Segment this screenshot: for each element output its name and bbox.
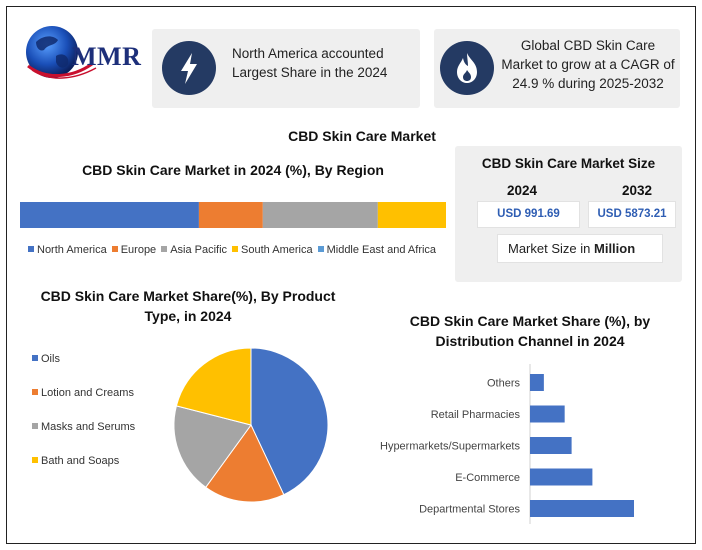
region-legend-item: Europe: [111, 244, 157, 256]
distribution-bar-chart: Others Retail Pharmacies Hypermarkets/Supe…: [380, 364, 634, 524]
distribution-bar-others: [530, 374, 544, 391]
region-legend-label: South America: [241, 244, 313, 256]
legend-swatch: [28, 246, 34, 252]
distribution-tick-label: E-Commerce: [455, 472, 520, 484]
mmr-logo: MMR: [22, 22, 152, 92]
legend-swatch: [232, 246, 239, 252]
card-cagr-text: Global CBD Skin Care Market to grow at a…: [501, 38, 675, 91]
distribution-tick-label: Hypermarkets/Supermarkets: [380, 441, 520, 453]
pie-slice-masks-and-serums: [173, 405, 252, 488]
region-chart-title: CBD Skin Care Market in 2024 (%), By Reg…: [82, 162, 384, 178]
region-legend-label: North America: [37, 244, 107, 256]
legend-swatch: [317, 246, 324, 252]
product-legend-item: Bath and Soaps: [32, 455, 119, 467]
legend-swatch: [32, 355, 38, 361]
year-2032-label: 2032: [622, 183, 653, 198]
distribution-tick-label: Departmental Stores: [419, 504, 520, 516]
market-value-2032: USD 5873.21: [588, 201, 676, 228]
logo-text: MMR: [72, 42, 142, 71]
region-stacked-bar: [20, 202, 446, 228]
product-legend-label: Masks and Serums: [41, 421, 136, 433]
flame-icon: [440, 41, 494, 95]
region-legend-item: South America: [232, 244, 313, 256]
distribution-tick-label: Retail Pharmacies: [431, 409, 521, 421]
year-2024-label: 2024: [507, 183, 538, 198]
market-value-2024: USD 991.69: [477, 201, 580, 228]
info-card-share: North America accounted Largest Share in…: [152, 29, 420, 108]
info-card-cagr: Global CBD Skin Care Market to grow at a…: [434, 29, 680, 108]
region-legend-label: Europe: [120, 244, 157, 256]
lightning-icon: [162, 41, 216, 95]
distribution-bar-departmental-stores: [530, 500, 634, 517]
distribution-tick-label: Others: [487, 378, 521, 390]
region-segment-south-america: [377, 202, 446, 228]
product-pie-chart: [173, 347, 329, 503]
region-legend-item: North America: [28, 244, 107, 256]
region-segment-north-america: [20, 202, 199, 228]
legend-swatch: [32, 389, 38, 395]
distribution-bar-retail-pharmacies: [530, 405, 565, 423]
market-size-box: CBD Skin Care Market Size 2024 2032 USD …: [455, 146, 682, 282]
product-legend-item: Masks and Serums: [32, 421, 135, 433]
legend-swatch: [32, 423, 38, 429]
region-segment-asia-pacific: [262, 202, 378, 228]
region-legend-label: Asia Pacific: [170, 244, 228, 256]
pie-slice-bath-and-soaps: [175, 347, 252, 426]
product-legend-label: Oils: [41, 353, 60, 365]
region-legend: North America Europe Asia Pacific South Ame…: [28, 244, 458, 256]
globe-icon: [26, 26, 97, 79]
legend-swatch: [161, 246, 168, 252]
distribution-chart-title: CBD Skin Care Market Share (%), by Distr…: [409, 313, 651, 349]
unit-prefix: Market Size in: [508, 241, 591, 256]
region-legend-label: Middle East and Africa: [326, 244, 437, 256]
product-legend-label: Bath and Soaps: [41, 455, 120, 467]
unit-bold: Million: [594, 241, 636, 256]
region-legend-item: Asia Pacific: [161, 244, 227, 256]
product-legend-label: Lotion and Creams: [41, 387, 134, 399]
market-size-title: CBD Skin Care Market Size: [481, 156, 656, 171]
market-size-unit: Market Size in Million: [497, 234, 663, 263]
legend-swatch: [111, 246, 118, 252]
card-share-text: North America accounted Largest Share in…: [232, 46, 388, 80]
distribution-bar-hypermarkets-supermarkets: [530, 437, 572, 454]
pie-slice-lotion-and-creams: [205, 424, 285, 503]
product-legend-item: Lotion and Creams: [32, 387, 134, 399]
main-title: CBD Skin Care Market: [288, 128, 436, 144]
region-segment-europe: [198, 202, 263, 228]
product-chart-title: CBD Skin Care Market Share(%), By Produc…: [40, 288, 336, 324]
legend-swatch: [32, 457, 38, 463]
pie-slice-oils: [250, 347, 329, 496]
region-legend-item: Middle East and Africa: [317, 244, 437, 256]
product-legend-item: Oils: [32, 353, 60, 365]
distribution-bar-e-commerce: [530, 468, 593, 486]
